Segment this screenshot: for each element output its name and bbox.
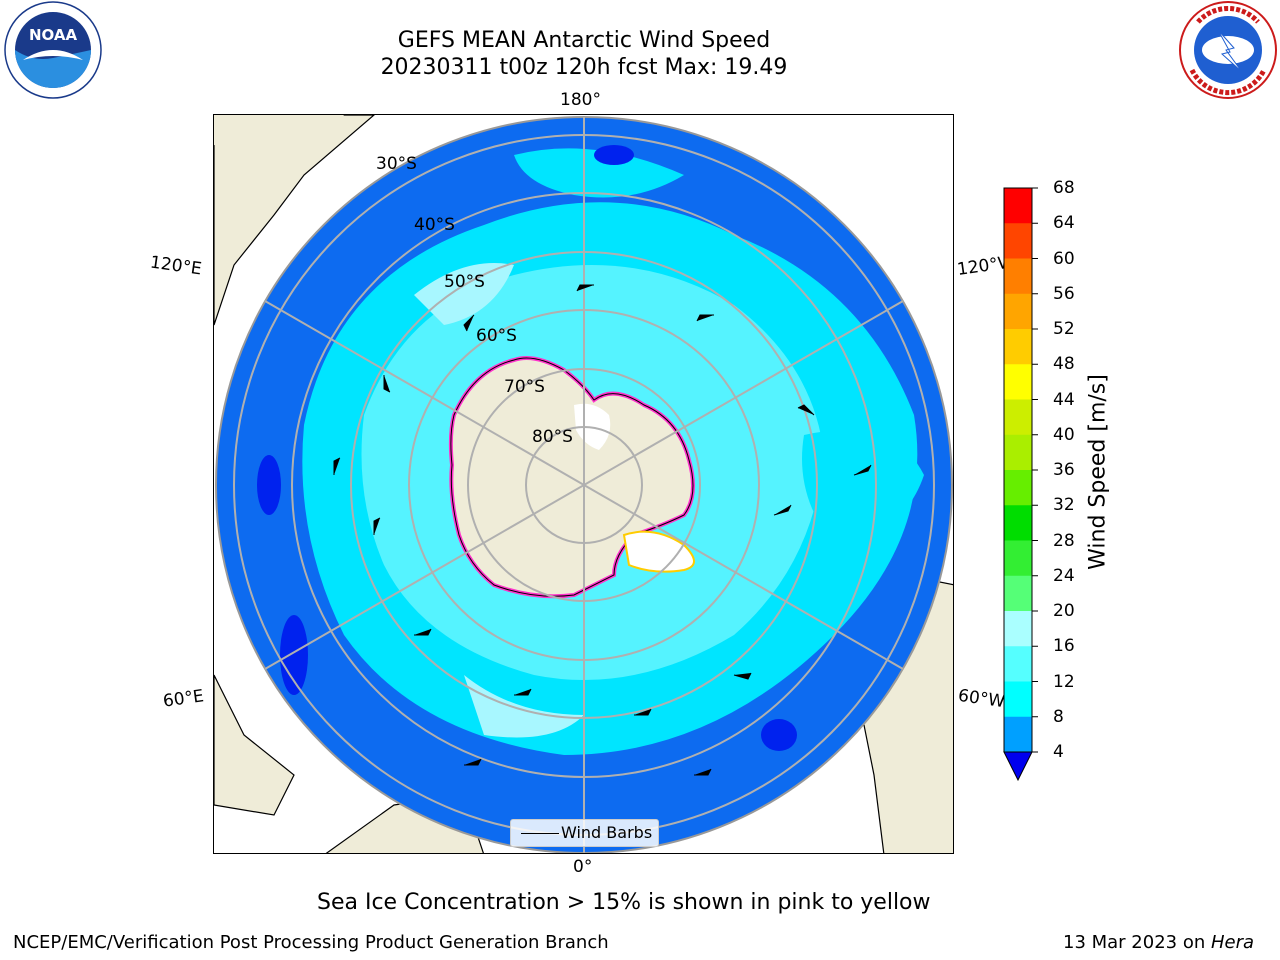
colorbar-tick-label: 68 bbox=[1053, 178, 1075, 198]
colorbar-tick-label: 28 bbox=[1053, 530, 1075, 551]
colorbar-segment bbox=[1004, 646, 1032, 682]
colorbar-segment bbox=[1004, 611, 1032, 647]
colorbar-segment bbox=[1004, 364, 1032, 400]
chart-subtitle: 20230311 t00z 120h fcst Max: 19.49 bbox=[380, 55, 788, 80]
colorbar-segment bbox=[1004, 329, 1032, 365]
lat-label-80s: 80°S bbox=[532, 427, 573, 447]
lon-label-lower-right: 60°W bbox=[956, 685, 1007, 713]
legend-label: Wind Barbs bbox=[561, 823, 653, 842]
lat-label-30s: 30°S bbox=[376, 154, 417, 174]
colorbar-tick-label: 40 bbox=[1053, 424, 1075, 445]
colorbar-segment bbox=[1004, 681, 1032, 718]
colorbar-segment bbox=[1004, 399, 1032, 436]
nws-logo bbox=[1179, 1, 1277, 99]
colorbar-segment bbox=[1004, 505, 1032, 541]
colorbar-tick-label: 4 bbox=[1053, 742, 1064, 762]
colorbar-tick-label: 24 bbox=[1053, 565, 1075, 586]
colorbar-segment bbox=[1004, 188, 1032, 224]
colorbar-extend-arrow bbox=[1003, 751, 1033, 782]
colorbar-tick-label: 64 bbox=[1053, 213, 1075, 234]
colorbar-tick-label: 32 bbox=[1053, 495, 1075, 516]
noaa-logo: NOAA bbox=[4, 1, 102, 99]
colorbar-tick-label: 56 bbox=[1053, 283, 1075, 304]
map-legend: Wind Barbs bbox=[510, 819, 659, 847]
colorbar-tick-label: 20 bbox=[1053, 601, 1075, 621]
svg-text:NOAA: NOAA bbox=[29, 26, 78, 44]
colorbar-tick-label: 48 bbox=[1053, 354, 1075, 375]
colorbar bbox=[1003, 187, 1038, 782]
footer-producer: NCEP/EMC/Verification Post Processing Pr… bbox=[13, 932, 609, 953]
lat-label-50s: 50°S bbox=[444, 272, 485, 292]
footer-date-text: 13 Mar 2023 on bbox=[1063, 932, 1211, 953]
colorbar-tick-label: 8 bbox=[1053, 706, 1064, 727]
colorbar-segment bbox=[1004, 293, 1032, 330]
lat-label-60s: 60°S bbox=[476, 326, 517, 346]
colorbar-segment bbox=[1004, 716, 1032, 753]
footer-machine: Hera bbox=[1210, 932, 1255, 953]
colorbar-segment bbox=[1004, 434, 1032, 471]
colorbar-segment bbox=[1004, 470, 1032, 506]
colorbar-tick-label: 44 bbox=[1053, 389, 1075, 410]
colorbar-segment bbox=[1004, 540, 1032, 577]
lon-label-upper-left: 120°E bbox=[148, 252, 203, 280]
footer-date: 13 Mar 2023 on Hera bbox=[1063, 932, 1254, 953]
colorbar-label: Wind Speed [m/s] bbox=[1085, 374, 1111, 570]
colorbar-segment bbox=[1004, 223, 1032, 259]
sea-ice-caption: Sea Ice Concentration > 15% is shown in … bbox=[317, 890, 931, 915]
lon-label-lower-left: 60°E bbox=[161, 686, 206, 712]
legend-line-icon bbox=[521, 833, 559, 834]
colorbar-tick-label: 52 bbox=[1053, 319, 1075, 339]
chart-title: GEFS MEAN Antarctic Wind Speed bbox=[397, 28, 771, 53]
colorbar-segment bbox=[1004, 575, 1032, 612]
lon-label-top: 180° bbox=[560, 90, 601, 110]
colorbar-tick-label: 12 bbox=[1053, 671, 1075, 692]
polar-map: 30°S 40°S 50°S 60°S 70°S 80°S Wind Barbs bbox=[213, 114, 954, 854]
colorbar-tick-label: 36 bbox=[1053, 460, 1075, 480]
lat-label-40s: 40°S bbox=[414, 215, 455, 235]
colorbar-segment bbox=[1004, 258, 1032, 295]
lat-label-70s: 70°S bbox=[504, 377, 545, 397]
lon-label-bottom: 0° bbox=[573, 857, 593, 877]
colorbar-tick-label: 16 bbox=[1053, 636, 1075, 657]
colorbar-tick-label: 60 bbox=[1053, 248, 1075, 269]
